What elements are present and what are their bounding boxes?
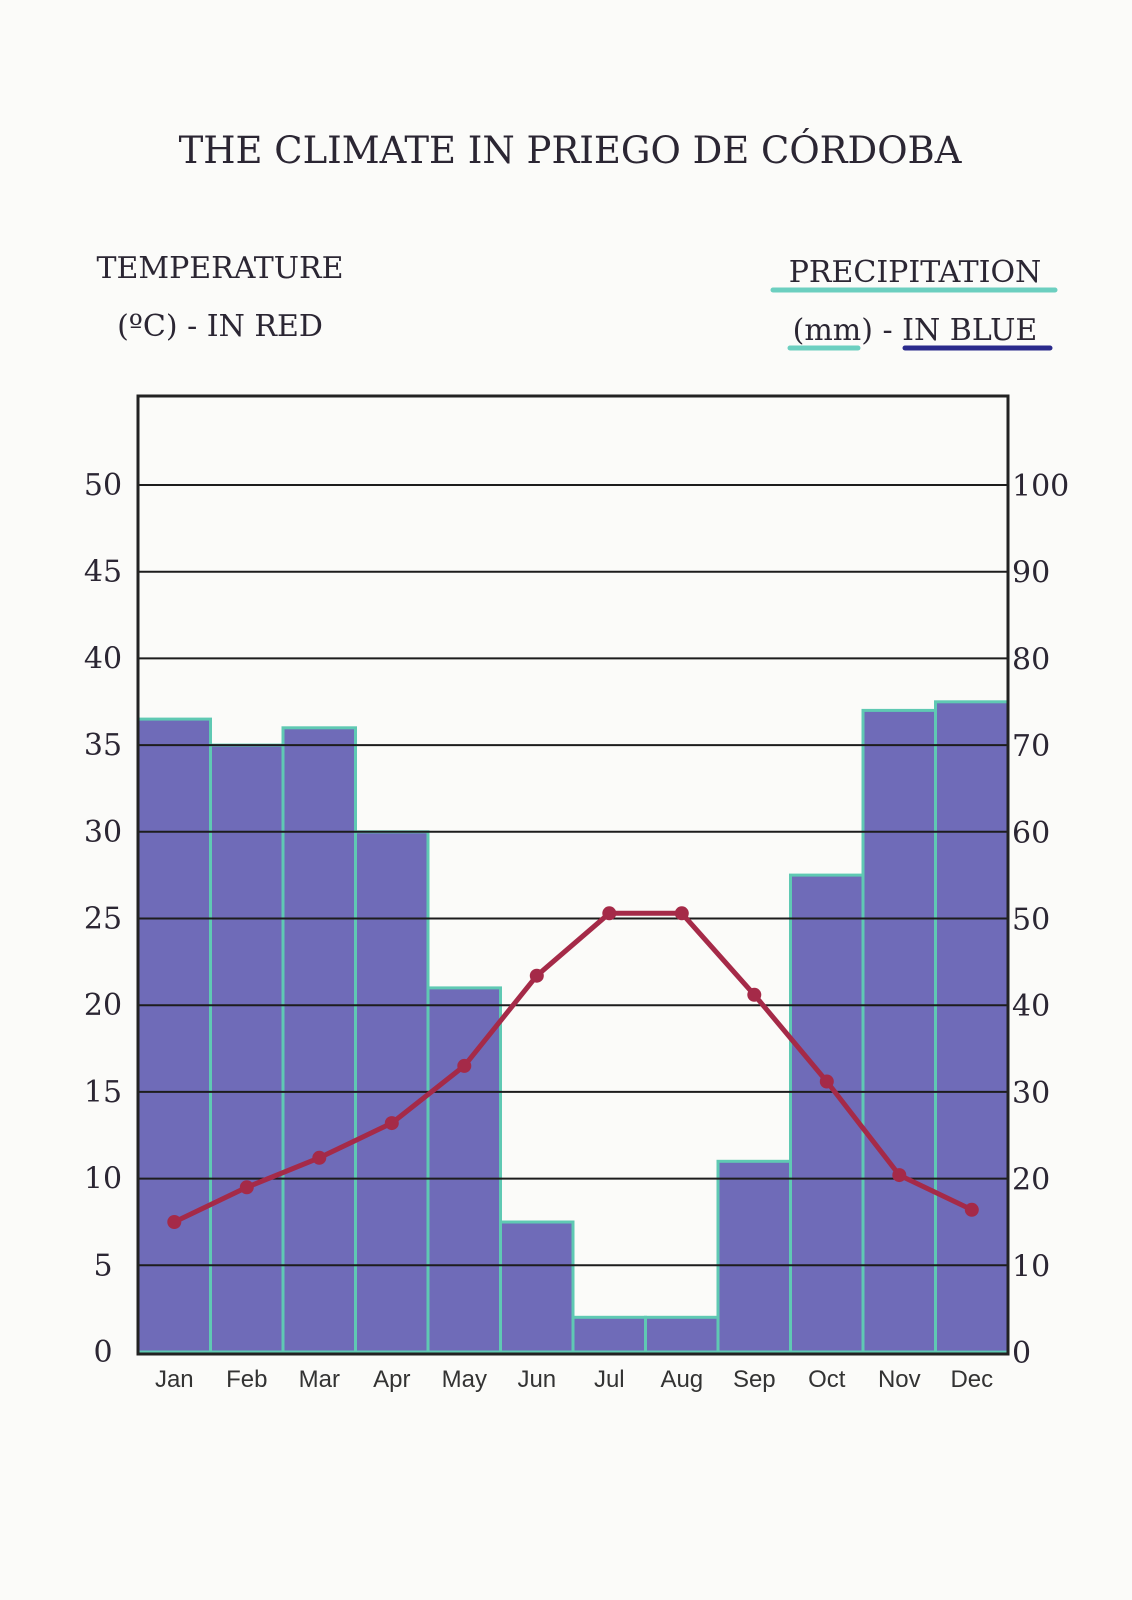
plot-frame — [136, 394, 1010, 1356]
left-tick-10: 10 — [84, 1162, 122, 1197]
left-axis-ticks: 0 5 10 15 20 25 30 35 40 45 50 — [84, 468, 122, 1370]
x-tick-dec: Dec — [950, 1366, 993, 1393]
left-tick-5: 5 — [93, 1248, 112, 1283]
left-axis-label-line2: (ºC) - IN RED — [117, 309, 323, 344]
left-tick-40: 40 — [84, 641, 122, 676]
precipitation-bar-jun — [499, 1220, 575, 1354]
temperature-point-feb — [239, 1180, 254, 1195]
precipitation-bar-aug — [644, 1315, 720, 1354]
x-tick-jan: Jan — [155, 1366, 194, 1393]
right-axis-ticks: 0 10 20 30 40 50 60 70 80 90 100 — [1012, 469, 1069, 1371]
temperature-point-nov — [892, 1168, 907, 1183]
temperature-point-oct — [819, 1074, 834, 1089]
right-tick-0: 0 — [1012, 1336, 1031, 1371]
right-tick-20: 20 — [1012, 1163, 1050, 1198]
right-tick-70: 70 — [1012, 729, 1050, 764]
right-tick-100: 100 — [1012, 469, 1069, 504]
precipitation-bar-sep — [716, 1159, 792, 1354]
right-tick-40: 40 — [1012, 989, 1050, 1024]
x-tick-nov: Nov — [878, 1366, 921, 1393]
temperature-line — [167, 906, 979, 1229]
right-tick-80: 80 — [1012, 642, 1050, 677]
precipitation-bars — [136, 700, 1010, 1354]
right-axis-label-line1: PRECIPITATION — [789, 255, 1042, 290]
left-tick-30: 30 — [84, 815, 122, 850]
x-axis-ticks: Jan Feb Mar Apr May Jun Jul Aug Sep Oct Nov Dec — [155, 1366, 993, 1393]
precipitation-bar-feb — [209, 743, 285, 1354]
left-tick-0: 0 — [93, 1335, 112, 1370]
temperature-point-jul — [602, 906, 617, 921]
x-tick-jul: Jul — [594, 1366, 625, 1393]
x-tick-oct: Oct — [808, 1366, 846, 1393]
x-tick-aug: Aug — [660, 1366, 703, 1393]
right-tick-50: 50 — [1012, 903, 1050, 938]
temperature-point-aug — [674, 906, 689, 921]
x-tick-sep: Sep — [733, 1366, 776, 1393]
left-tick-35: 35 — [84, 728, 122, 763]
temperature-point-dec — [964, 1202, 979, 1217]
precipitation-bar-mar — [281, 726, 357, 1354]
left-tick-15: 15 — [84, 1075, 122, 1110]
temperature-polyline — [173, 910, 973, 1225]
chart-title: THE CLIMATE IN PRIEGO DE CÓRDOBA — [179, 128, 963, 172]
precipitation-bar-dec — [934, 700, 1010, 1354]
x-tick-apr: Apr — [373, 1366, 410, 1393]
left-tick-45: 45 — [84, 555, 122, 590]
right-tick-30: 30 — [1012, 1076, 1050, 1111]
left-tick-50: 50 — [84, 468, 122, 503]
temperature-point-mar — [312, 1150, 327, 1165]
temperature-point-sep — [747, 987, 762, 1002]
right-tick-60: 60 — [1012, 816, 1050, 851]
precipitation-bar-may — [426, 986, 502, 1354]
precipitation-bar-nov — [861, 708, 937, 1354]
left-tick-25: 25 — [84, 902, 122, 937]
x-tick-mar: Mar — [299, 1366, 340, 1393]
grid-lines — [138, 484, 1008, 1267]
right-axis-label-line2: (mm) - IN BLUE — [793, 313, 1038, 348]
left-axis-label-line1: TEMPERATURE — [96, 251, 343, 286]
right-tick-90: 90 — [1012, 556, 1050, 591]
x-tick-may: May — [442, 1366, 487, 1393]
temperature-point-jan — [167, 1215, 182, 1229]
temperature-point-apr — [384, 1116, 399, 1131]
precipitation-bar-jul — [571, 1315, 647, 1354]
left-tick-20: 20 — [84, 988, 122, 1023]
x-tick-feb: Feb — [226, 1366, 267, 1393]
temperature-point-may — [457, 1058, 472, 1073]
temperature-point-jun — [529, 968, 544, 983]
x-tick-jun: Jun — [517, 1366, 556, 1393]
right-tick-10: 10 — [1012, 1249, 1050, 1284]
precipitation-bar-jan — [136, 717, 212, 1354]
